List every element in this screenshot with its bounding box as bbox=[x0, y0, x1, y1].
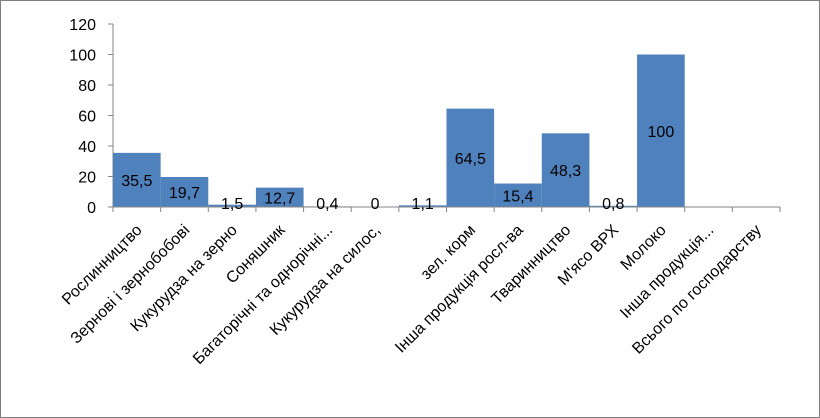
data-label: 48,3 bbox=[550, 163, 581, 180]
bar bbox=[398, 205, 447, 207]
y-tick-label: 0 bbox=[87, 200, 96, 217]
bar bbox=[255, 187, 304, 207]
category-label: Рослинництво bbox=[59, 222, 146, 309]
bar bbox=[541, 133, 590, 207]
data-label: 15,4 bbox=[502, 188, 533, 205]
bar bbox=[494, 183, 542, 207]
data-label: 1,5 bbox=[221, 196, 243, 213]
data-label: 12,7 bbox=[264, 190, 295, 207]
bar bbox=[160, 176, 209, 207]
bar bbox=[637, 54, 685, 207]
bar bbox=[208, 204, 256, 207]
data-label: 0,4 bbox=[316, 196, 338, 213]
y-tick-label: 80 bbox=[78, 78, 96, 95]
bar bbox=[113, 152, 161, 207]
bar bbox=[589, 205, 638, 207]
y-tick-label: 100 bbox=[69, 48, 96, 65]
data-label: 64,5 bbox=[455, 151, 486, 168]
data-label: 0 bbox=[371, 196, 380, 213]
data-label: 100 bbox=[648, 124, 675, 141]
y-tick-label: 40 bbox=[78, 139, 96, 156]
bar bbox=[446, 108, 495, 207]
y-tick-label: 60 bbox=[78, 109, 96, 126]
y-tick-label: 20 bbox=[78, 170, 96, 187]
data-label: 35,5 bbox=[121, 173, 152, 190]
data-label: 19,7 bbox=[169, 185, 200, 202]
data-label: 1,1 bbox=[412, 196, 434, 213]
y-tick-label: 120 bbox=[69, 17, 96, 34]
data-label: 0,8 bbox=[602, 196, 624, 213]
